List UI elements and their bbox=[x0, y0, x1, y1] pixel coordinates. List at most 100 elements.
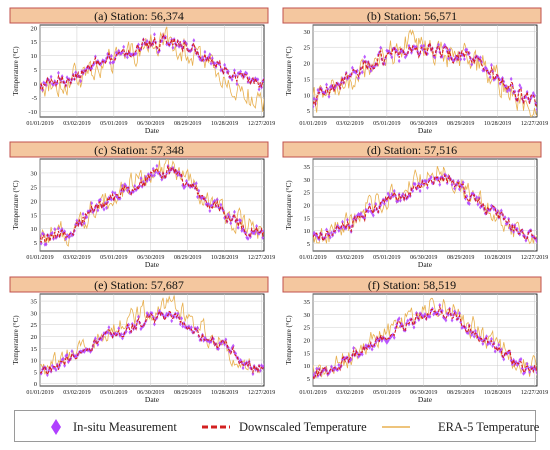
insitu-point bbox=[438, 182, 442, 187]
insitu-point bbox=[47, 77, 51, 83]
x-tick-label: 08/29/2019 bbox=[447, 121, 474, 127]
panel-title-box bbox=[282, 276, 542, 293]
insitu-point bbox=[486, 207, 490, 212]
insitu-point bbox=[474, 328, 477, 334]
insitu-point bbox=[50, 230, 54, 236]
insitu-point bbox=[224, 337, 228, 342]
x-tick-label: 05/01/2019 bbox=[373, 121, 400, 127]
insitu-point bbox=[132, 189, 135, 194]
insitu-point bbox=[70, 349, 74, 354]
insitu-point bbox=[151, 39, 155, 45]
insitu-point bbox=[106, 330, 110, 335]
insitu-point bbox=[82, 220, 86, 226]
y-axis-label: Temperature (°C) bbox=[12, 46, 20, 96]
insitu-point bbox=[210, 203, 214, 208]
insitu-point bbox=[422, 43, 426, 49]
y-tick-label: 35 bbox=[304, 299, 311, 306]
insitu-point bbox=[61, 356, 65, 362]
insitu-point bbox=[513, 223, 517, 228]
insitu-point bbox=[313, 230, 316, 236]
y-tick-label: 15 bbox=[304, 215, 311, 222]
insitu-point bbox=[475, 195, 479, 200]
insitu-point bbox=[180, 316, 183, 321]
insitu-point bbox=[63, 363, 67, 368]
legend-label-era5: ERA-5 Temperature bbox=[438, 420, 540, 434]
y-tick-label: 10 bbox=[304, 363, 311, 370]
x-tick-label: 05/01/2019 bbox=[100, 255, 127, 261]
insitu-point bbox=[233, 209, 236, 215]
insitu-point bbox=[185, 178, 188, 184]
x-tick-label: 10/28/2019 bbox=[484, 121, 511, 127]
x-tick-label: 08/29/2019 bbox=[447, 255, 474, 261]
insitu-point bbox=[251, 230, 255, 236]
insitu-point bbox=[506, 88, 509, 94]
panel-title-box bbox=[9, 276, 269, 293]
insitu-point bbox=[330, 364, 333, 369]
x-tick-label: 12/27/2019 bbox=[248, 390, 275, 396]
insitu-point bbox=[360, 70, 364, 75]
insitu-point bbox=[111, 60, 115, 65]
insitu-point bbox=[176, 172, 180, 178]
insitu-point bbox=[165, 42, 169, 47]
insitu-point bbox=[54, 367, 58, 373]
insitu-point bbox=[496, 208, 500, 214]
insitu-point bbox=[407, 322, 411, 327]
insitu-point bbox=[156, 170, 160, 176]
insitu-point bbox=[251, 371, 255, 377]
y-tick-label: 25 bbox=[304, 190, 311, 197]
insitu-point bbox=[455, 56, 459, 61]
x-tick-label: 05/01/2019 bbox=[373, 255, 400, 261]
insitu-point bbox=[139, 176, 143, 181]
y-tick-label: 5 bbox=[34, 240, 37, 247]
insitu-point bbox=[497, 342, 501, 348]
downscaled-series-line bbox=[313, 174, 537, 243]
insitu-point bbox=[160, 177, 164, 182]
insitu-point bbox=[455, 182, 459, 187]
insitu-point bbox=[44, 82, 48, 88]
insitu-point bbox=[74, 70, 78, 75]
insitu-point bbox=[424, 179, 428, 184]
insitu-point bbox=[488, 341, 492, 346]
panel-title: (c) Station: 57,348 bbox=[94, 143, 184, 157]
insitu-point bbox=[313, 96, 316, 102]
insitu-point bbox=[433, 55, 437, 60]
insitu-point bbox=[437, 312, 440, 317]
insitu-point bbox=[42, 80, 46, 85]
y-tick-label: 25 bbox=[304, 45, 311, 52]
y-tick-label: 20 bbox=[304, 61, 311, 68]
insitu-point bbox=[192, 38, 196, 43]
insitu-point bbox=[151, 314, 155, 320]
insitu-point bbox=[70, 233, 74, 238]
plot-area bbox=[312, 24, 538, 118]
y-tick-label: 20 bbox=[304, 338, 311, 345]
chart-panel: (a) Station: 56,374 -10 -5 0 5 10 15 20 01/01/20… bbox=[9, 7, 275, 135]
insitu-point bbox=[423, 49, 427, 54]
insitu-point bbox=[240, 360, 244, 365]
insitu-point bbox=[359, 351, 363, 356]
insitu-point bbox=[328, 368, 332, 374]
insitu-point bbox=[65, 75, 69, 80]
insitu-point bbox=[244, 70, 247, 75]
insitu-point bbox=[204, 56, 208, 62]
insitu-point bbox=[328, 85, 332, 90]
y-tick-label: 35 bbox=[304, 164, 311, 171]
y-tick-label: 10 bbox=[31, 226, 38, 233]
x-tick-label: 06/30/2019 bbox=[410, 390, 437, 396]
panel-title-box bbox=[282, 7, 542, 24]
insitu-point bbox=[504, 84, 508, 89]
insitu-point bbox=[57, 70, 60, 76]
insitu-point bbox=[512, 229, 516, 234]
insitu-point bbox=[423, 312, 427, 317]
insitu-point bbox=[382, 201, 386, 206]
insitu-point bbox=[535, 107, 537, 112]
x-tick-label: 06/30/2019 bbox=[137, 390, 164, 396]
insitu-point bbox=[137, 314, 140, 320]
insitu-point bbox=[236, 225, 240, 230]
insitu-point bbox=[401, 192, 405, 197]
y-tick-label: 25 bbox=[31, 322, 38, 329]
downscaled-series-line bbox=[313, 41, 537, 107]
insitu-point bbox=[429, 175, 433, 180]
insitu-point bbox=[215, 60, 219, 65]
insitu-point bbox=[192, 182, 196, 187]
